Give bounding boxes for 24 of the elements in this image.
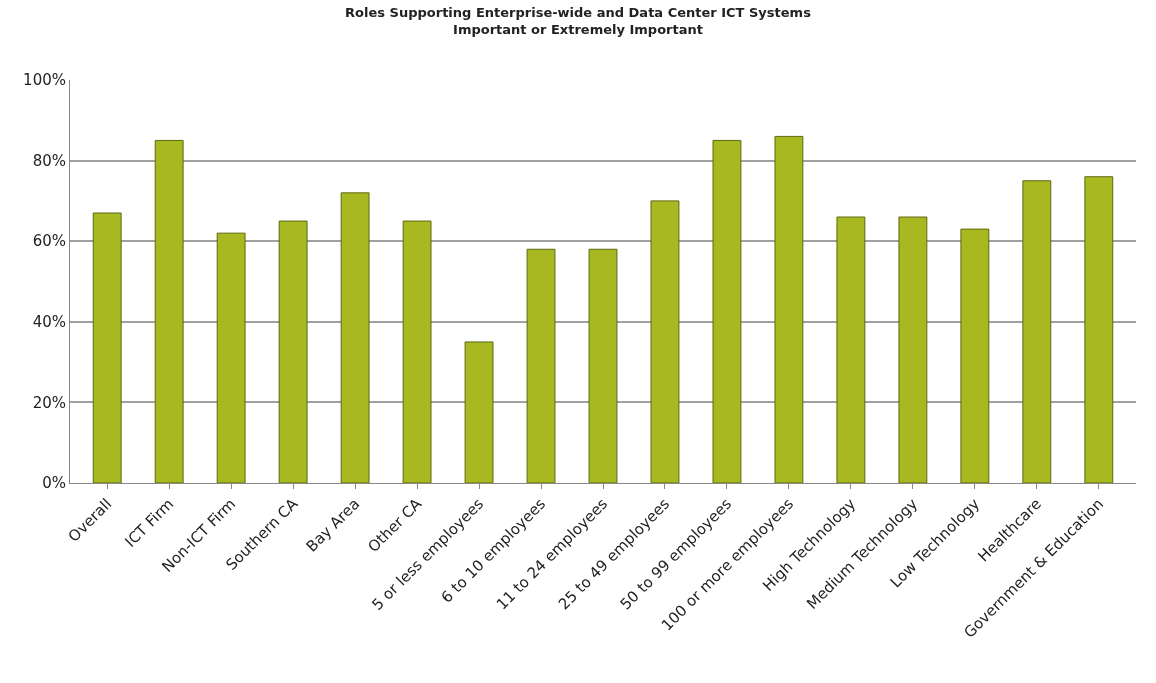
y-tick-label: 80% bbox=[32, 151, 66, 170]
y-tick-label: 40% bbox=[32, 313, 66, 332]
bar bbox=[278, 220, 308, 483]
chart-title: Roles Supporting Enterprise-wide and Data Center ICT Systems Important or Extremely Important bbox=[345, 5, 812, 37]
bar bbox=[588, 248, 618, 483]
bar bbox=[1022, 180, 1052, 483]
y-tick-label: 20% bbox=[32, 393, 66, 412]
bar bbox=[1084, 176, 1114, 483]
bar bbox=[154, 139, 184, 483]
bar bbox=[464, 341, 494, 483]
bar bbox=[898, 216, 928, 483]
y-tick-label: 100% bbox=[23, 71, 66, 90]
bar bbox=[712, 139, 742, 483]
bar bbox=[774, 135, 804, 483]
y-tick-label: 60% bbox=[32, 232, 66, 251]
bar bbox=[836, 216, 866, 483]
bar bbox=[216, 232, 246, 483]
bar bbox=[526, 248, 556, 483]
bar bbox=[92, 212, 122, 483]
y-tick-label: 0% bbox=[42, 474, 66, 493]
bar bbox=[402, 220, 432, 483]
bar bbox=[650, 200, 680, 483]
bar bbox=[960, 228, 990, 483]
bar bbox=[340, 192, 370, 483]
